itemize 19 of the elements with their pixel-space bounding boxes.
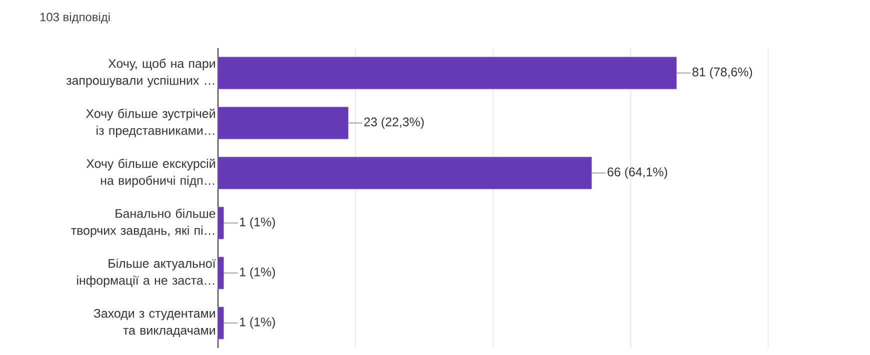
data-label: 81 (78,6%) <box>692 67 752 79</box>
y-tick-label: Заходи з студентами та викладачами <box>94 309 215 338</box>
bar <box>218 156 592 190</box>
bar <box>218 306 224 340</box>
bar <box>218 206 224 240</box>
data-label: 1 (1%) <box>240 267 275 279</box>
bar <box>218 256 224 290</box>
data-label: 1 (1%) <box>240 217 275 229</box>
y-tick-label: Хочу більше зустрічей із представниками… <box>86 108 215 138</box>
y-tick-label: Хочу, щоб на пари запрошували успішних … <box>66 58 215 88</box>
text: 103 відповіді <box>40 12 110 24</box>
data-label: 1 (1%) <box>240 317 275 329</box>
y-tick-label: Більше актуальної інформації а не заста… <box>77 258 216 288</box>
bar <box>218 56 677 90</box>
data-label: 66 (64,1%) <box>608 167 668 179</box>
y-tick-label: Банально більше творчих завдань, які пі… <box>71 208 216 238</box>
data-label: 23 (22,3%) <box>364 117 424 129</box>
y-tick-label: Хочу більше екскурсій на виробничі підп… <box>86 158 215 188</box>
bar <box>218 106 348 140</box>
